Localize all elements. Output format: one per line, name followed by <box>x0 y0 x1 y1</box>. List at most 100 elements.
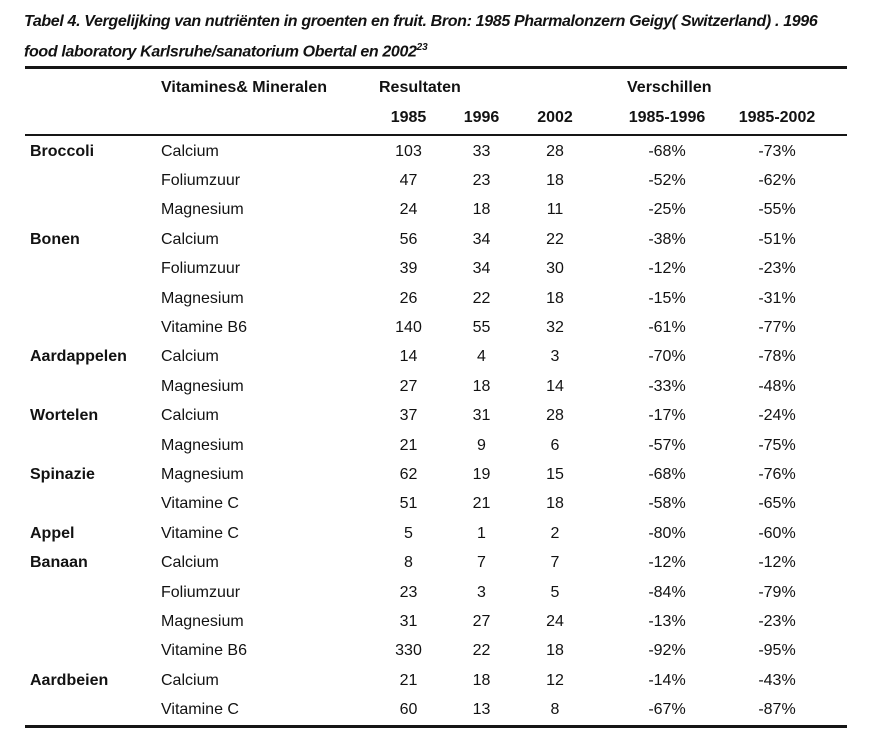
diff-1985-2002-cell: -43% <box>758 671 796 689</box>
table-row: Foliumzuur 39 34 30 -12% -23% <box>25 255 847 284</box>
nutrient-cell: Magnesium <box>161 201 244 219</box>
table-row: Spinazie Magnesium 62 19 15 -68% -76% <box>25 460 847 489</box>
food-cell: Bonen <box>30 230 80 248</box>
diff-1985-2002-cell: -87% <box>758 701 796 719</box>
value-2002-cell: 7 <box>550 554 560 572</box>
header-diff-1985-2002: 1985-2002 <box>738 108 816 126</box>
diff-1985-1996-cell: -67% <box>648 701 686 719</box>
value-2002-cell: 15 <box>546 465 564 483</box>
value-1996-cell: 13 <box>472 701 491 719</box>
value-1985-cell: 62 <box>399 465 418 483</box>
value-1996-cell: 34 <box>472 260 491 278</box>
value-1985-cell: 26 <box>399 289 418 307</box>
nutrient-cell: Foliumzuur <box>161 172 241 190</box>
diff-1985-2002-cell: -73% <box>758 142 796 160</box>
header-differences-label: Verschillen <box>627 78 712 96</box>
value-1996-cell: 27 <box>472 612 491 630</box>
table-caption: Tabel 4. Vergelijking van nutriënten in … <box>24 9 818 65</box>
value-2002-cell: 18 <box>546 642 564 660</box>
value-1996-cell: 23 <box>472 172 491 190</box>
diff-1985-1996-cell: -92% <box>648 642 686 660</box>
diff-1985-2002-cell: -75% <box>758 436 796 454</box>
value-1996-cell: 34 <box>472 230 491 248</box>
value-2002-cell: 28 <box>546 142 564 160</box>
diff-1985-2002-cell: -62% <box>758 172 796 190</box>
table-row: Magnesium 21 9 6 -57% -75% <box>25 431 847 460</box>
table-row: Magnesium 24 18 11 -25% -55% <box>25 196 847 225</box>
value-1996-cell: 22 <box>472 289 491 307</box>
diff-1985-2002-cell: -24% <box>758 407 796 425</box>
diff-1985-1996-cell: -38% <box>648 230 686 248</box>
caption-line-1: Tabel 4. Vergelijking van nutriënten in … <box>24 13 818 30</box>
value-2002-cell: 18 <box>546 172 564 190</box>
diff-1985-1996-cell: -70% <box>648 348 686 366</box>
nutrient-cell: Calcium <box>161 230 219 248</box>
value-1985-cell: 24 <box>399 201 418 219</box>
value-1996-cell: 7 <box>477 554 486 572</box>
nutrient-comparison-table: Vitamines& Mineralen Resultaten Verschil… <box>25 66 847 728</box>
value-1985-cell: 330 <box>395 642 422 660</box>
value-2002-cell: 2 <box>550 524 560 542</box>
header-group-row: Vitamines& Mineralen Resultaten Verschil… <box>25 69 847 104</box>
table-row: Vitamine C 51 21 18 -58% -65% <box>25 490 847 519</box>
header-results-label: Resultaten <box>379 78 461 96</box>
value-1996-cell: 4 <box>477 348 486 366</box>
diff-1985-2002-cell: -65% <box>758 495 796 513</box>
table-row: Appel Vitamine C 5 1 2 -80% -60% <box>25 519 847 548</box>
nutrient-cell: Magnesium <box>161 612 244 630</box>
diff-1985-2002-cell: -55% <box>758 201 796 219</box>
value-2002-cell: 14 <box>546 377 564 395</box>
nutrient-cell: Vitamine B6 <box>161 319 247 337</box>
value-1996-cell: 21 <box>472 495 491 513</box>
diff-1985-1996-cell: -57% <box>648 436 686 454</box>
diff-1985-2002-cell: -79% <box>758 583 796 601</box>
diff-1985-1996-cell: -80% <box>648 524 686 542</box>
nutrient-cell: Foliumzuur <box>161 260 241 278</box>
value-1985-cell: 103 <box>395 142 422 160</box>
table-row: Magnesium 27 18 14 -33% -48% <box>25 372 847 401</box>
table-row: Wortelen Calcium 37 31 28 -17% -24% <box>25 402 847 431</box>
value-2002-cell: 3 <box>550 348 560 366</box>
value-2002-cell: 30 <box>546 260 564 278</box>
food-cell: Aardappelen <box>30 348 127 366</box>
value-1985-cell: 8 <box>404 554 413 572</box>
diff-1985-2002-cell: -31% <box>758 289 796 307</box>
food-cell: Broccoli <box>30 142 95 160</box>
caption-footnote-ref: 23 <box>416 42 428 53</box>
nutrient-cell: Vitamine C <box>161 701 239 719</box>
header-nutrients-label: Vitamines& Mineralen <box>161 78 327 96</box>
value-1985-cell: 21 <box>399 671 418 689</box>
value-1996-cell: 3 <box>477 583 486 601</box>
diff-1985-2002-cell: -77% <box>758 319 796 337</box>
nutrient-cell: Calcium <box>161 554 219 572</box>
table-row: Magnesium 31 27 24 -13% -23% <box>25 607 847 636</box>
table-row: Magnesium 26 22 18 -15% -31% <box>25 284 847 313</box>
food-cell: Aardbeien <box>30 671 109 689</box>
diff-1985-2002-cell: -12% <box>758 554 796 572</box>
table-header: Vitamines& Mineralen Resultaten Verschil… <box>25 69 847 136</box>
value-1996-cell: 18 <box>472 377 491 395</box>
header-year-1985: 1985 <box>390 108 427 126</box>
nutrient-cell: Magnesium <box>161 465 244 483</box>
value-2002-cell: 5 <box>550 583 560 601</box>
value-1996-cell: 31 <box>472 407 491 425</box>
value-1996-cell: 33 <box>472 142 491 160</box>
value-2002-cell: 24 <box>546 612 564 630</box>
value-2002-cell: 22 <box>546 230 564 248</box>
value-1996-cell: 19 <box>472 465 491 483</box>
diff-1985-1996-cell: -14% <box>648 671 686 689</box>
food-cell: Appel <box>30 524 75 542</box>
value-1985-cell: 47 <box>399 172 418 190</box>
header-diff-1985-1996: 1985-1996 <box>628 108 706 126</box>
table-row: Foliumzuur 47 23 18 -52% -62% <box>25 166 847 195</box>
nutrient-cell: Vitamine C <box>161 495 239 513</box>
table-row: Broccoli Calcium 103 33 28 -68% -73% <box>25 137 847 166</box>
value-2002-cell: 12 <box>546 671 564 689</box>
table-row: Vitamine B6 140 55 32 -61% -77% <box>25 313 847 342</box>
value-2002-cell: 18 <box>546 289 564 307</box>
value-1985-cell: 140 <box>395 319 422 337</box>
value-1996-cell: 9 <box>477 436 486 454</box>
value-1985-cell: 60 <box>399 701 418 719</box>
value-2002-cell: 6 <box>550 436 560 454</box>
caption-line-2-text: food laboratory Karlsruhe/sanatorium Obe… <box>24 43 417 61</box>
